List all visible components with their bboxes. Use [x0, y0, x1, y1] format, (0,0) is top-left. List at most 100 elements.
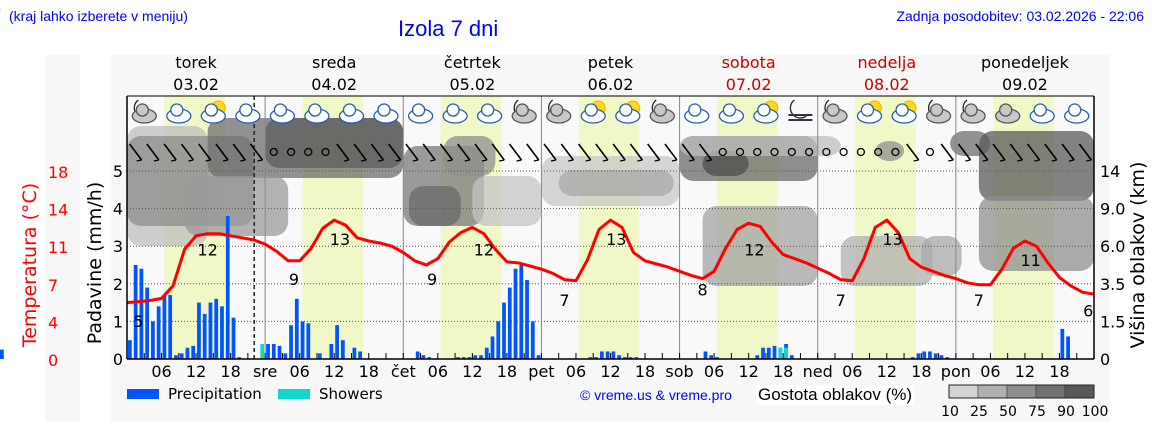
- x-tick-label: 06: [704, 362, 724, 381]
- temperature-axis-title: Temperatura (°C): [19, 183, 41, 348]
- wind-barb-flag: [1017, 159, 1023, 162]
- precip-bar: [761, 347, 765, 359]
- wind-barb-icon: [681, 143, 695, 161]
- precip-bar: [317, 353, 322, 359]
- x-tick-label: 12: [324, 362, 344, 381]
- x-tick-label: ned: [803, 362, 833, 381]
- night-cloud-icon: [822, 99, 848, 124]
- precip-bar: [513, 268, 518, 359]
- wind-barb-icon: [1061, 143, 1075, 161]
- precip-bar: [174, 355, 178, 359]
- rain-drops: ″: [0, 8, 1, 19]
- wind-barb-flag: [948, 159, 954, 162]
- last-update: Zadnja posodobitev: 03.02.2026 - 22:06: [896, 8, 1144, 24]
- wind-barb-flag: [671, 159, 678, 162]
- wind-barb-flag: [637, 159, 643, 162]
- day-name: nedelja: [857, 53, 916, 72]
- wind-calm-icon: [753, 147, 762, 157]
- cloud-blob: [558, 170, 674, 196]
- wind-barb-icon: [957, 143, 972, 161]
- cloud-blob: [840, 236, 933, 286]
- temperature-tick-label: 18: [48, 163, 68, 182]
- cloud-blob: [184, 176, 289, 236]
- rain-drops: ″: [0, 8, 1, 19]
- precip-bar: [507, 287, 512, 359]
- temperature-tick-label: 0: [48, 351, 58, 370]
- cloud-shape: [895, 103, 909, 117]
- precip-tick-label: 1: [113, 312, 123, 331]
- density-tick-label: 90: [1057, 404, 1075, 420]
- cloud-shape: [273, 103, 288, 117]
- wind-calm-icon: [770, 147, 779, 157]
- precip-bar: [335, 325, 339, 359]
- cloud-rain-icon: [338, 103, 365, 124]
- wind-barb-flag: [585, 159, 591, 162]
- precip-bar: [525, 280, 529, 359]
- density-tick-label: 50: [999, 404, 1017, 420]
- x-tick-label: 12: [186, 362, 206, 381]
- precip-bar: [939, 355, 944, 359]
- wind-barb-flag: [1068, 159, 1075, 162]
- temperature-annotation: 13: [330, 230, 350, 249]
- precip-bar: [461, 357, 466, 359]
- precip-tick-label: 5: [113, 162, 123, 181]
- precip-bar: [427, 357, 432, 359]
- x-tick-label: 18: [1049, 362, 1069, 381]
- sun-cloud-rain-icon: [200, 100, 226, 124]
- wind-barb-icon: [353, 143, 367, 161]
- day-date: 04.02: [311, 75, 357, 94]
- wind-barb-flag: [913, 159, 919, 162]
- x-tick-label: sre: [253, 362, 277, 381]
- wind-calm-icon: [718, 147, 727, 157]
- density-tick-label: 100: [1082, 404, 1109, 420]
- precip-tick-label: 3: [113, 237, 123, 256]
- x-tick-label: 18: [497, 362, 517, 381]
- day-date: 09.02: [1002, 75, 1048, 94]
- cloud-blob: [409, 186, 461, 226]
- rain-drops: ″: [0, 8, 1, 19]
- precip-bar: [772, 345, 777, 359]
- rain-drops: ″: [0, 8, 1, 19]
- wind-barb-icon: [405, 143, 419, 161]
- temperature-annotation: 9: [289, 270, 299, 289]
- wind-barb-icon: [906, 143, 920, 161]
- night-fog-icon: [788, 99, 813, 121]
- temperature-tick-label: 14: [48, 201, 68, 220]
- rain-drops: ″: [0, 8, 1, 19]
- precip-axis-title: Padavine (mm/h): [84, 182, 106, 345]
- x-tick-label: pet: [528, 362, 554, 381]
- precip-bar: [352, 347, 357, 359]
- precip-bar: [928, 351, 932, 359]
- wind-barb-flag: [1086, 159, 1092, 162]
- temperature-axis-panel: [45, 55, 80, 422]
- wind-barb-flag: [1034, 159, 1040, 162]
- wind-barb-flag: [481, 159, 488, 162]
- cloud-blob: [472, 176, 542, 226]
- wind-barb-flag: [447, 159, 453, 162]
- legend-precipitation-label: Precipitation: [168, 385, 262, 403]
- wind-barb-icon: [992, 143, 1006, 161]
- cloud-shape: [135, 103, 149, 117]
- x-tick-label: 18: [359, 362, 379, 381]
- wind-barb-flag: [550, 159, 557, 162]
- precip-bar: [496, 321, 501, 359]
- precip-bar: [634, 357, 639, 359]
- density-colorbar-segment: [1035, 384, 1066, 399]
- wind-barb-icon: [1078, 143, 1093, 161]
- wind-barb-flag: [602, 159, 609, 162]
- precip-bar: [766, 347, 771, 359]
- cloud-rain-icon: [684, 103, 710, 124]
- precip-bar: [145, 287, 150, 359]
- cloud-shape: [584, 103, 598, 117]
- precip-bar: [0, 349, 4, 359]
- temperature-annotation: 12: [474, 241, 494, 260]
- density-colorbar-frame: [948, 384, 1095, 399]
- temperature-annotation: 7: [836, 291, 846, 310]
- cloud-shape: [204, 103, 218, 117]
- wind-barb-flag: [360, 159, 367, 162]
- credit-link[interactable]: © vreme.us & vreme.pro: [580, 387, 732, 403]
- precip-tick-label: 0: [113, 350, 123, 369]
- x-tick-label: čet: [391, 362, 416, 381]
- x-tick-label: 06: [151, 362, 171, 381]
- wind-barb-icon: [940, 143, 954, 161]
